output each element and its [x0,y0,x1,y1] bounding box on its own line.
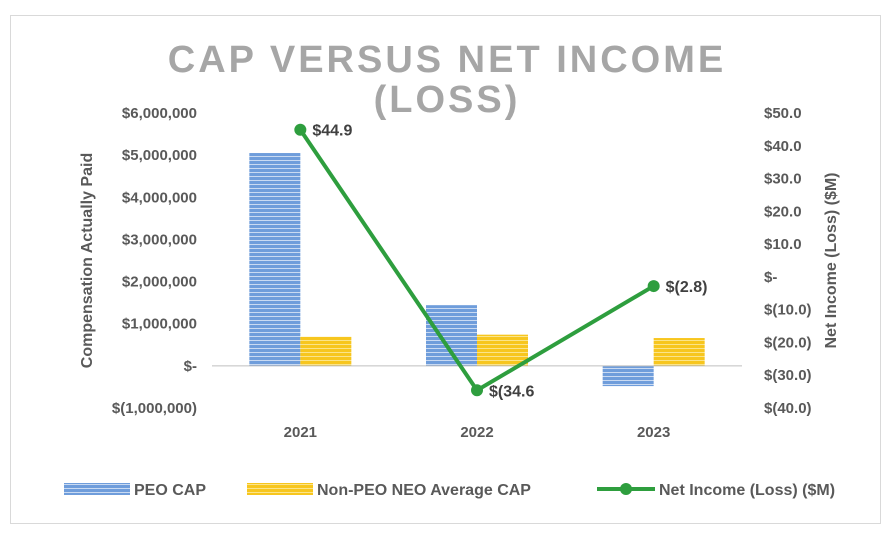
right-tick-label: $50.0 [764,105,802,122]
x-tick-label: 2022 [460,424,493,441]
legend-label-peo-cap: PEO CAP [134,482,206,499]
right-tick-label: $10.0 [764,236,802,253]
bar-peo-cap-2021 [249,153,301,366]
x-tick-label: 2023 [637,424,670,441]
net-income-data-label: $44.9 [312,123,352,140]
bar-non-peo-neo-average-cap-2023 [653,338,705,366]
net-income-data-label: $(34.6 [489,383,534,400]
bar-peo-cap-2023 [602,365,654,387]
right-tick-label: $30.0 [764,171,802,188]
bar-peo-cap-2022 [426,305,477,366]
right-tick-label: $40.0 [764,138,802,155]
legend-swatch-peo-cap [64,483,130,495]
legend-label-net-income-loss-m: Net Income (Loss) ($M) [659,482,835,499]
left-tick-label: $5,000,000 [122,147,197,164]
chart-title-line-1: CAP VERSUS NET INCOME [168,39,726,81]
chart-border [10,15,881,524]
net-income-point-2023 [647,280,660,293]
left-tick-label: $- [184,358,197,375]
legend-swatch-marker [620,483,632,495]
bar-non-peo-neo-average-cap-2022 [477,334,528,366]
chart-title-line-2: (LOSS) [374,79,521,121]
left-tick-label: $2,000,000 [122,274,197,291]
bar-non-peo-neo-average-cap-2021 [300,336,352,366]
right-tick-label: $- [764,269,777,286]
net-income-point-2021 [294,123,307,136]
net-income-data-label: $(2.8) [666,279,708,296]
legend-swatch-non-peo-neo-average-cap [247,483,313,495]
left-tick-label: $4,000,000 [122,189,197,206]
legend-label-non-peo-neo-average-cap: Non-PEO NEO Average CAP [317,482,531,499]
left-tick-label: $3,000,000 [122,231,197,248]
net-income-point-2022 [471,384,483,397]
left-tick-label: $(1,000,000) [112,400,197,417]
right-tick-label: $20.0 [764,203,802,220]
right-tick-label: $(30.0) [764,367,812,384]
y-axis-title-left: Compensation Actually Paid [79,153,96,368]
x-tick-label: 2021 [284,424,317,441]
left-tick-label: $6,000,000 [122,105,197,122]
left-tick-label: $1,000,000 [122,316,197,333]
y-axis-title-right: Net Income (Loss) ($M) [823,172,840,348]
right-tick-label: $(10.0) [764,302,812,319]
right-tick-label: $(40.0) [764,400,812,417]
right-tick-label: $(20.0) [764,334,812,351]
